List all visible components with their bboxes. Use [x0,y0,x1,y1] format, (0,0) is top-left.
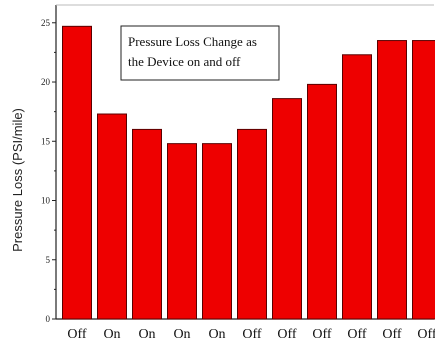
y-tick-label: 25 [41,18,51,28]
category-label: Off [67,327,87,342]
bar-7 [272,98,302,320]
annotation-box: Pressure Loss Change as the Device on an… [120,25,280,81]
category-label: Off [347,327,367,342]
bar-9 [342,54,372,320]
category-label: On [208,327,225,342]
category-label: Off [382,327,402,342]
category-label: On [103,327,120,342]
y-tick-label: 15 [41,136,51,146]
category-label: Off [277,327,297,342]
y-tick-label: 5 [46,255,51,265]
y-axis: 0 5 10 15 20 25 [41,18,56,324]
bar-2 [97,113,127,320]
y-tick-label: 20 [41,77,51,87]
bar-10 [377,40,407,320]
bar-3 [132,128,162,320]
bar-4 [167,143,197,320]
y-tick-label: 10 [41,196,51,206]
bar-5 [202,143,232,320]
y-tick-label: 0 [46,314,51,324]
bar-1 [62,25,92,320]
bar-8 [307,83,337,320]
y-axis-label: Pressure Loss (PSI/mile) [10,108,25,252]
bar-11 [412,40,435,320]
annotation-line-2: the Device on and off [128,54,241,69]
x-axis-categories: Off On On On On Off Off Off Off Off Off [67,327,435,342]
category-label: Off [242,327,262,342]
category-label: On [173,327,190,342]
bar-6 [237,128,267,320]
category-label: Off [417,327,435,342]
category-label: On [138,327,155,342]
bars [62,25,435,320]
category-label: Off [312,327,332,342]
annotation-line-1: Pressure Loss Change as [128,34,257,49]
